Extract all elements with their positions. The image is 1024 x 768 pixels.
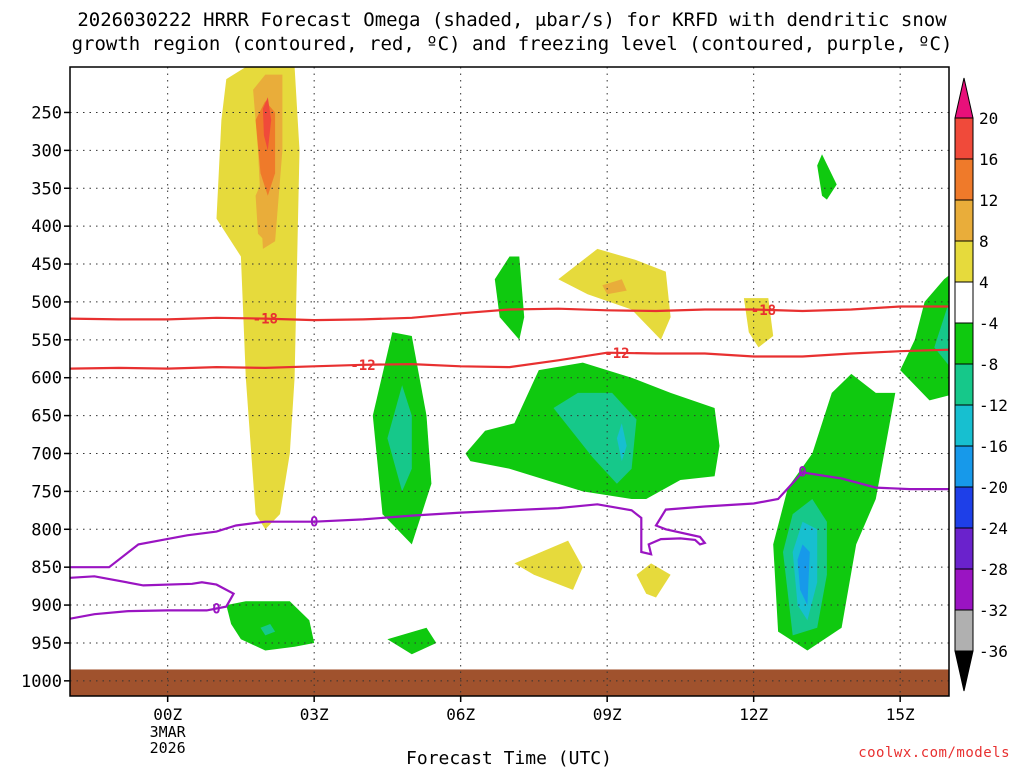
colorbar-swatch-12 — [954, 568, 974, 611]
colorbar-swatch-10 — [954, 486, 974, 529]
colorbar-swatch-8 — [954, 404, 974, 447]
colorbar-top-triangle — [954, 77, 974, 119]
credit-text[interactable]: coolwx.com/models — [858, 745, 1010, 761]
omega-region-22 — [797, 544, 810, 606]
omega-region-14 — [387, 627, 437, 655]
grid-lines — [70, 67, 949, 696]
y-tick-label-700: 700 — [31, 444, 62, 464]
colorbar-level-label-2: 12 — [979, 191, 998, 210]
colorbar-swatch-5 — [954, 281, 974, 324]
y-tick-label-550: 550 — [31, 331, 62, 351]
x-tick-label-09Z: 09Z — [593, 705, 622, 724]
axes: 250 300 350 400 450 500 550 600 650 700 750 800 850 9… — [21, 103, 915, 757]
colorbar-level-label-4: 4 — [979, 273, 989, 292]
x-tick-label-00Z: 00Z — [153, 705, 182, 724]
x-tick-label-15Z: 15Z — [886, 705, 915, 724]
y-tick-label-500: 500 — [31, 293, 62, 313]
y-tick-label-750: 750 — [31, 482, 62, 502]
omega-region-13 — [387, 385, 412, 492]
y-tick-label-1000: 1000 — [21, 672, 62, 692]
colorbar-level-label-8: -16 — [979, 437, 1008, 456]
colorbar-level-label-6: -8 — [979, 355, 998, 374]
omega-region-4 — [255, 184, 268, 242]
colorbar-level-label-3: 8 — [979, 232, 989, 251]
x-tick-sublabel-date: 3MAR — [150, 723, 187, 741]
x-tick-label-06Z: 06Z — [446, 705, 475, 724]
temp-contour-label-0: -18 — [253, 312, 278, 328]
y-tick-label-350: 350 — [31, 179, 62, 199]
freezing-contour-label-0: 0 — [310, 515, 318, 531]
y-tick-label-800: 800 — [31, 520, 62, 540]
y-tick-label-600: 600 — [31, 369, 62, 389]
y-tick-label-400: 400 — [31, 217, 62, 237]
y-tick-label-450: 450 — [31, 255, 62, 275]
colorbar-swatch-7 — [954, 363, 974, 406]
omega-region-9 — [636, 563, 671, 598]
colorbar-level-label-0: 20 — [979, 109, 998, 128]
ground-surface — [70, 669, 949, 696]
omega-region-23 — [817, 154, 837, 200]
omega-region-3 — [262, 97, 272, 151]
contour-lines: -18 -18 -12 -12 0 0 0 — [70, 303, 949, 620]
omega-region-8 — [514, 540, 583, 590]
y-tick-label-250: 250 — [31, 103, 62, 123]
colorbar-level-label-12: -32 — [979, 601, 1008, 620]
temp-contour-label-2: -12 — [350, 358, 375, 374]
colorbar-level-label-5: -4 — [979, 314, 998, 333]
omega-region-6 — [602, 279, 627, 295]
omega-region-5 — [558, 248, 671, 340]
omega-region-11 — [260, 624, 276, 636]
colorbar-swatch-13 — [954, 609, 974, 652]
temp-contour--18-0 — [70, 305, 949, 322]
y-tick-label-300: 300 — [31, 141, 62, 161]
omega-region-24 — [900, 275, 949, 401]
plot-frame — [69, 66, 950, 697]
colorbar-swatch-2 — [954, 158, 974, 201]
temp-contour-label-3: -12 — [604, 346, 629, 362]
y-tick-label-850: 850 — [31, 558, 62, 578]
omega-region-15 — [494, 256, 525, 340]
colorbar-level-label-9: -20 — [979, 478, 1008, 497]
colorbar-swatch-4 — [954, 240, 974, 283]
freezing-contour-label-1: 0 — [212, 601, 220, 617]
colorbar-level-label-7: -12 — [979, 396, 1008, 415]
colorbar-level-label-11: -28 — [979, 560, 1008, 579]
colorbar-swatch-3 — [954, 199, 974, 242]
colorbar-level-label-1: 16 — [979, 150, 998, 169]
colorbar: 20 16 12 8 4 -4 -8 -12 -16 -20 -24 -28 -32 -36 — [954, 77, 1008, 692]
y-tick-label-650: 650 — [31, 407, 62, 427]
freezing-contour-label-extra-0: 0 — [798, 465, 806, 481]
x-tick-sublabel-year: 2026 — [150, 739, 186, 757]
freezing-contour-1 — [70, 575, 236, 620]
colorbar-level-label-10: -24 — [979, 519, 1008, 538]
colorbar-level-label-13: -36 — [979, 642, 1008, 661]
colorbar-swatch-9 — [954, 445, 974, 488]
omega-region-18 — [616, 423, 627, 462]
freezing-contour-0 — [70, 471, 949, 569]
y-tick-label-950: 950 — [31, 634, 62, 654]
x-axis-label: Forecast Time (UTC) — [406, 748, 612, 768]
ground-layer — [70, 669, 949, 696]
chart-title-line1: 2026030222 HRRR Forecast Omega (shaded, … — [77, 9, 947, 31]
x-tick-label-12Z: 12Z — [739, 705, 768, 724]
temp-contour-label-1: -18 — [751, 303, 776, 319]
colorbar-swatch-11 — [954, 527, 974, 570]
omega-region-17 — [553, 392, 637, 484]
colorbar-bottom-triangle — [954, 650, 974, 692]
temp-contour--12-2 — [70, 348, 949, 370]
chart-title-line2: growth region (contoured, red, ºC) and f… — [71, 33, 953, 55]
colorbar-swatch-1 — [954, 117, 974, 160]
y-tick-label-900: 900 — [31, 596, 62, 616]
colorbar-swatch-6 — [954, 322, 974, 365]
omega-shading — [216, 67, 949, 655]
x-tick-label-03Z: 03Z — [300, 705, 329, 724]
